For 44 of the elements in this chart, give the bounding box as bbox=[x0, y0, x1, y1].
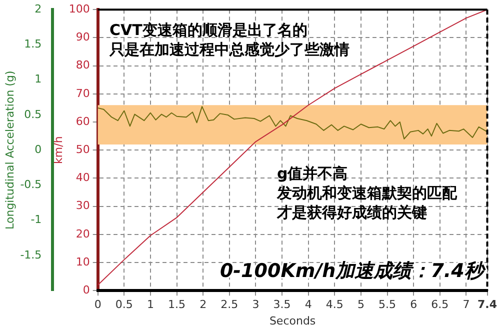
annotation: 只是在加速过程中总感觉少了些激情 bbox=[108, 40, 350, 59]
annotation: 发动机和变速箱默契的匹配 bbox=[276, 184, 458, 202]
y2-axis-title: Longitudinal Acceleration (g) bbox=[3, 70, 16, 230]
x-tick-label: 1 bbox=[146, 298, 154, 312]
y-tick-label: 20 bbox=[76, 227, 90, 240]
annotation: 0-100Km/h加速成绩：7.4秒 bbox=[220, 260, 486, 282]
x-tick-label: 0 bbox=[94, 298, 102, 312]
y2-tick-label: 0.5 bbox=[24, 108, 42, 121]
x-tick-label: 0.5 bbox=[115, 298, 133, 312]
y2-tick-label: 0 bbox=[34, 142, 42, 156]
x-tick-label: 4.5 bbox=[326, 298, 344, 312]
x-tick-label: 5 bbox=[357, 298, 364, 312]
y-tick-label: 50 bbox=[76, 142, 90, 156]
x-tick-label: 1.5 bbox=[168, 298, 186, 312]
x-tick-label: 4 bbox=[304, 298, 312, 312]
x-tick-label: 2 bbox=[200, 298, 207, 312]
y2-tick-label: 1 bbox=[34, 72, 42, 86]
y-tick-label: 90 bbox=[76, 30, 90, 44]
y-tick-label: 40 bbox=[76, 171, 90, 184]
y2-tick-label: -1.5 bbox=[20, 248, 42, 262]
x-tick-label: 7.4 bbox=[478, 298, 498, 312]
x-axis-title: Seconds bbox=[269, 314, 316, 328]
y-axis-title: km/h bbox=[52, 136, 66, 164]
annotation: 才是获得好成绩的关键 bbox=[276, 204, 427, 222]
y2-tick-label: -1 bbox=[30, 213, 42, 226]
y-tick-label: 60 bbox=[76, 114, 90, 128]
annotation: CVT变速箱的顺滑是出了名的 bbox=[110, 21, 308, 40]
x-tick-label: 3 bbox=[252, 298, 260, 312]
y2-tick-label: 2 bbox=[34, 2, 42, 16]
x-tick-label: 2.5 bbox=[220, 298, 238, 312]
x-tick-label: 6 bbox=[410, 298, 418, 312]
x-tick-label: 5.5 bbox=[378, 298, 396, 312]
y-tick-label: 10 bbox=[76, 255, 90, 268]
y-tick-label: 70 bbox=[76, 86, 90, 100]
x-tick-label: 3.5 bbox=[273, 298, 291, 312]
y2-tick-label: -0.5 bbox=[20, 178, 42, 192]
y-tick-label: 0 bbox=[82, 283, 90, 296]
y-tick-label: 80 bbox=[76, 58, 90, 72]
y-tick-label: 30 bbox=[76, 199, 90, 212]
x-tick-label: 7 bbox=[462, 298, 470, 312]
y-tick-label: 100 bbox=[68, 2, 90, 16]
annotation: g值并不高 bbox=[276, 164, 348, 182]
y2-tick-label: 1.5 bbox=[24, 38, 42, 51]
x-tick-label: 6.5 bbox=[431, 298, 449, 312]
